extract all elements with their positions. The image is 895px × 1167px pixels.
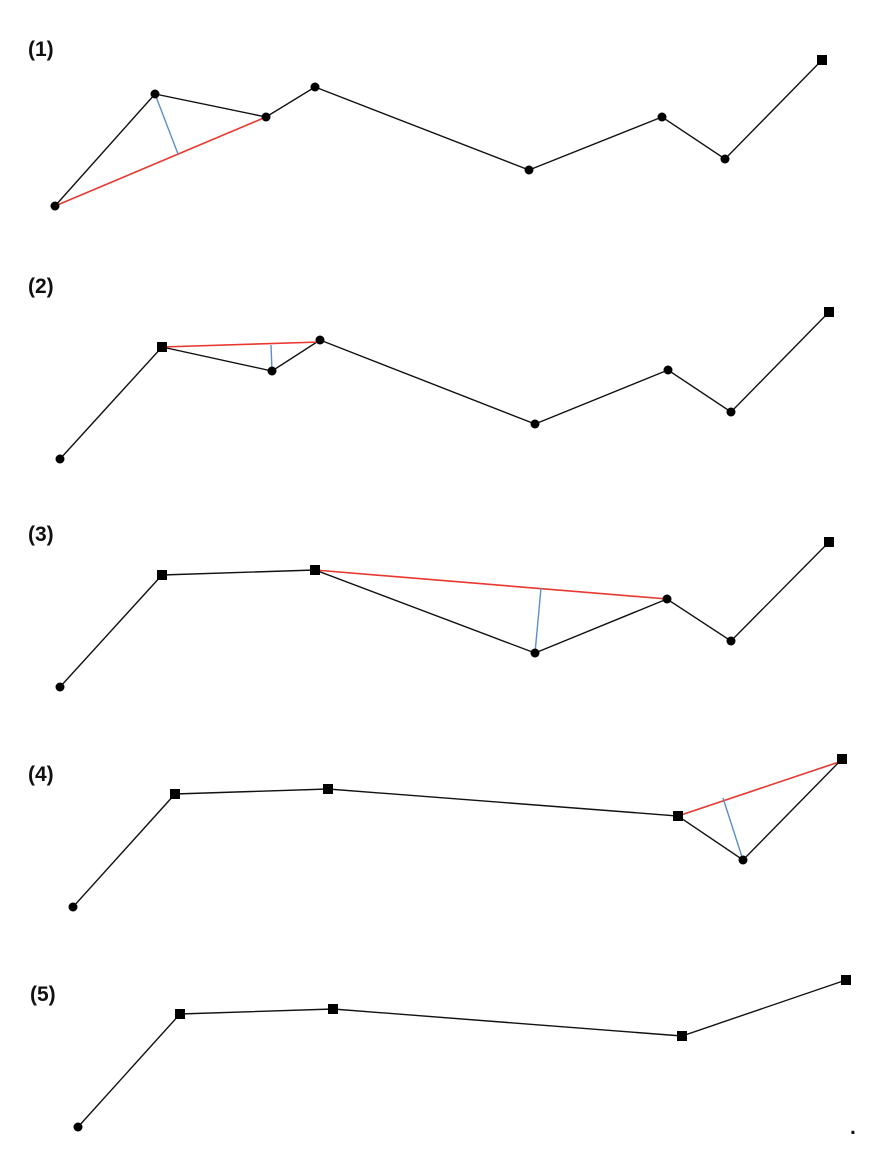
kept-vertex [170,789,180,799]
panel-label: (3) [28,523,54,546]
polyline [59,311,830,460]
distance-line [722,797,744,861]
vertex [738,855,748,865]
polyline [54,59,823,207]
panel-label: (1) [28,38,54,61]
kept-vertex [824,307,834,317]
vertex [267,366,277,376]
kept-vertex [817,55,827,65]
panel-label: (5) [30,983,56,1006]
end-mark: . [850,1116,856,1139]
kept-vertex [323,784,333,794]
vertex [524,165,534,175]
kept-vertex [157,570,167,580]
polyline [59,541,830,688]
kept-vertex [157,342,167,352]
vertex [50,201,60,211]
panel-label: (2) [28,275,54,298]
kept-vertex [673,811,683,821]
kept-vertex [837,754,847,764]
polyline [77,979,847,1128]
distance-line [534,587,542,654]
vertex [68,902,78,912]
kept-vertex [824,537,834,547]
panel-label: (4) [28,763,54,786]
segment-chord [161,341,321,348]
vertex [150,89,160,99]
vertex [55,454,65,464]
vertex [261,112,271,122]
kept-vertex [310,565,320,575]
vertex [55,682,65,692]
vertex [720,154,730,164]
polyline [72,758,843,908]
kept-vertex [175,1009,185,1019]
segment-chord [314,569,668,600]
vertex [530,419,540,429]
vertex [530,648,540,658]
vertex [726,636,736,646]
vertex [726,407,736,417]
segment-chord [54,116,267,207]
kept-vertex [328,1004,338,1014]
vertex [315,335,325,345]
kept-vertex [677,1031,687,1041]
vertex [310,82,320,92]
vertex [657,112,667,122]
kept-vertex [841,975,851,985]
segment-chord [677,760,843,817]
distance-line [154,93,179,155]
vertex [662,594,672,604]
vertex [663,365,673,375]
vertex [73,1122,83,1132]
